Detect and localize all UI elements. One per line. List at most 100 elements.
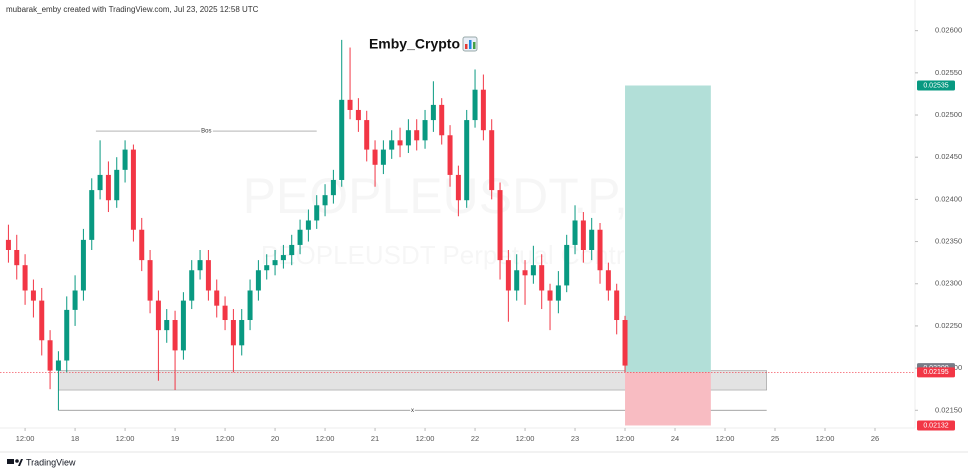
y-tick-label: 0.02550 [935, 68, 962, 77]
candle-body [55, 360, 61, 371]
x-tick-label: 20 [271, 434, 279, 443]
x-tick-label: 12:00 [716, 434, 735, 443]
x-tick-label: 12:00 [316, 434, 335, 443]
candle-body [39, 300, 45, 341]
candle-body [80, 239, 86, 291]
y-tick-label: 0.02600 [935, 26, 962, 35]
candle-body [264, 265, 270, 271]
candle-body [564, 244, 570, 286]
candle-body [405, 130, 411, 146]
candle-body [455, 174, 461, 201]
x-tick-label: 12:00 [616, 434, 635, 443]
y-tick-label: 0.02500 [935, 110, 962, 119]
candle-body [72, 290, 78, 310]
price-tag [917, 80, 955, 91]
candle-body [622, 320, 628, 366]
x-tick-label: 12:00 [116, 434, 135, 443]
candle-body [289, 244, 295, 256]
candle-body [414, 130, 420, 141]
x-tick-label: 18 [71, 434, 79, 443]
candle-body [572, 220, 578, 245]
level-label: x [411, 408, 414, 414]
branding: TradingView [26, 457, 76, 467]
candle-body [597, 229, 603, 271]
candle-body [439, 104, 445, 136]
candle-body [272, 260, 278, 266]
candle-body [389, 140, 395, 150]
candle-body [180, 300, 186, 351]
y-tick-label: 0.02400 [935, 194, 962, 203]
candle-body [172, 320, 178, 351]
y-tick-label: 0.02350 [935, 237, 962, 246]
x-tick-label: 22 [471, 434, 479, 443]
candle-body [522, 270, 528, 276]
candle-body [214, 290, 220, 306]
candle-body [122, 149, 128, 170]
candle-body [222, 305, 228, 321]
candle-body [422, 120, 428, 141]
x-tick-label: 19 [171, 434, 179, 443]
candle-body [497, 190, 503, 261]
candle-body [239, 320, 245, 346]
level-label: Bos [201, 129, 211, 135]
candle-body [614, 290, 620, 321]
candle-body [480, 89, 486, 131]
candle-body [380, 149, 386, 165]
candle-body [372, 149, 378, 165]
candle-body [147, 260, 153, 301]
y-tick-label: 0.02300 [935, 279, 962, 288]
candle-body [89, 190, 95, 240]
x-tick-label: 12:00 [516, 434, 535, 443]
y-tick-label: 0.02250 [935, 321, 962, 330]
price-tag [917, 367, 955, 378]
candle-body [472, 89, 478, 121]
candle-body [355, 109, 361, 121]
candle-body [280, 255, 286, 261]
candle-body [105, 174, 111, 201]
y-tick-label: 0.02450 [935, 152, 962, 161]
candle-body [314, 205, 320, 221]
x-tick-label: 23 [571, 434, 579, 443]
candle-body [230, 320, 236, 346]
loss-zone [625, 372, 711, 426]
candle-body [347, 99, 353, 110]
candle-body [447, 135, 453, 175]
price-tag-label: 0.02535 [923, 82, 948, 89]
candle-body [130, 149, 136, 230]
x-tick-label: 12:00 [416, 434, 435, 443]
profit-zone [625, 85, 711, 373]
candle-body [364, 120, 370, 150]
header: mubarak_emby created with TradingView.co… [6, 5, 259, 14]
candle-body [322, 195, 328, 206]
x-tick-label: 21 [371, 434, 379, 443]
price-tag [917, 420, 955, 431]
brand-logo [7, 459, 23, 466]
candle-body [164, 320, 170, 331]
candle-body [589, 229, 595, 250]
candle-body [505, 260, 511, 291]
candle-body [14, 249, 20, 266]
candle-body [547, 290, 553, 301]
x-tick-label: 25 [771, 434, 779, 443]
candle-body [155, 300, 161, 331]
x-tick-label: 12:00 [16, 434, 35, 443]
candle-body [255, 270, 261, 291]
candle-body [30, 290, 36, 301]
candle-body [605, 270, 611, 291]
candle-body [297, 229, 303, 245]
candle-body [139, 229, 145, 261]
candle-body [305, 220, 311, 230]
candle-body [97, 174, 103, 191]
candle-body [64, 309, 70, 361]
candle-body [397, 140, 403, 146]
candle-body [205, 260, 211, 291]
candle-body [555, 285, 561, 301]
x-tick-label: 12:00 [816, 434, 835, 443]
candle-body [189, 270, 195, 301]
x-tick-label: 24 [671, 434, 679, 443]
candle-body [580, 220, 586, 250]
x-tick-label: 26 [871, 434, 879, 443]
candle-body [5, 239, 11, 250]
